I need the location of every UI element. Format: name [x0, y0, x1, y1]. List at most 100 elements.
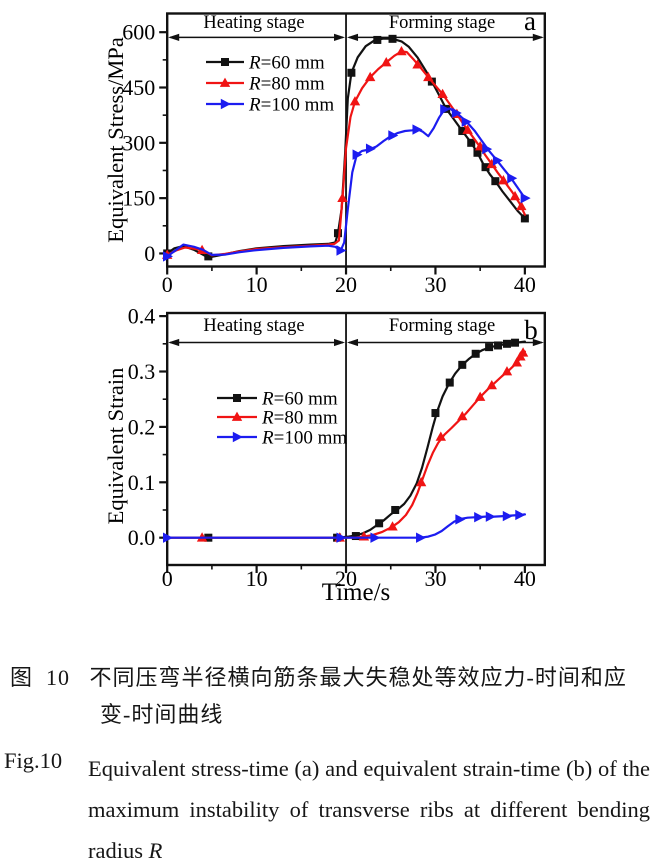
- marker-square-icon: [351, 532, 360, 541]
- marker-square-icon: [458, 360, 467, 369]
- y-tick-label: 300: [122, 130, 155, 155]
- marker-triangle-right-icon: [365, 143, 376, 154]
- legend-label: R=100 mm: [261, 428, 347, 449]
- y-tick-label: 150: [122, 186, 155, 211]
- x-tick-label: 0: [162, 566, 173, 591]
- marker-triangle-up-icon: [231, 411, 243, 421]
- marker-square-icon: [347, 68, 356, 77]
- legend-label: R=60 mm: [261, 389, 338, 410]
- x-tick-label: 30: [424, 272, 446, 297]
- y-tick-label: 0.2: [128, 414, 156, 439]
- marker-square-icon: [373, 35, 382, 44]
- marker-triangle-up-icon: [349, 96, 361, 106]
- marker-triangle-up-icon: [517, 347, 529, 357]
- marker-triangle-right-icon: [163, 532, 173, 543]
- y-axis-title: Equivalent Stress/MPa: [103, 37, 128, 243]
- marker-square-icon: [471, 349, 480, 358]
- marker-triangle-up-icon: [501, 366, 513, 376]
- y-tick-label: 0.3: [128, 359, 156, 384]
- marker-triangle-right-icon: [485, 511, 496, 522]
- marker-square-icon: [491, 177, 500, 186]
- marker-square-icon: [520, 214, 529, 223]
- marker-square-icon: [473, 148, 482, 157]
- marker-square-icon: [511, 338, 520, 347]
- x-tick-label: 20: [335, 272, 357, 297]
- x-tick-label: 40: [514, 566, 536, 591]
- marker-square-icon: [485, 343, 494, 352]
- marker-triangle-right-icon: [520, 192, 531, 204]
- marker-square-icon: [391, 505, 400, 514]
- marker-triangle-right-icon: [474, 511, 485, 523]
- marker-square-icon: [375, 519, 384, 528]
- marker-triangle-right-icon: [336, 245, 347, 256]
- caption-english-line2: maximum instability of transverse ribs a…: [88, 797, 650, 822]
- marker-triangle-up-icon: [474, 391, 486, 401]
- marker-square-icon: [221, 58, 229, 66]
- marker-triangle-up-icon: [437, 88, 448, 99]
- marker-triangle-right-icon: [388, 130, 399, 141]
- y-tick-label: 0.0: [128, 525, 156, 550]
- marker-triangle-right-icon: [370, 532, 381, 543]
- marker-square-icon: [233, 394, 241, 402]
- marker-triangle-right-icon: [455, 514, 466, 525]
- marker-triangle-right-icon: [482, 143, 493, 155]
- marker-triangle-right-icon: [352, 149, 363, 160]
- heating-stage-label: Heating stage: [203, 316, 304, 336]
- arrowhead-icon: [347, 33, 359, 41]
- marker-triangle-right-icon: [440, 104, 451, 115]
- marker-triangle-right-icon: [492, 155, 503, 166]
- arrowhead-icon: [334, 338, 346, 347]
- chart-panel-a: 0 150 300 450 600 0 10 20 30 40 Heating stage Formi…: [103, 6, 547, 297]
- marker-square-icon: [481, 163, 490, 172]
- marker-triangle-up-icon: [509, 190, 521, 201]
- y-tick-label: 600: [122, 20, 155, 45]
- series-line-100: [166, 513, 527, 539]
- marker-triangle-up-icon: [498, 175, 509, 185]
- marker-triangle-up-icon: [516, 200, 527, 211]
- marker-triangle-up-icon: [486, 158, 497, 169]
- arrowhead-icon: [168, 33, 180, 41]
- x-tick-label: 20: [335, 566, 357, 591]
- plot-box: [165, 311, 547, 567]
- marker-triangle-right-icon: [232, 431, 243, 443]
- marker-triangle-right-icon: [163, 251, 173, 262]
- marker-triangle-up-icon: [486, 379, 497, 390]
- marker-triangle-right-icon: [412, 124, 423, 135]
- marker-square-icon: [431, 409, 440, 418]
- marker-triangle-up-icon: [435, 431, 447, 441]
- marker-triangle-right-icon: [507, 173, 518, 184]
- marker-square-icon: [445, 378, 454, 387]
- panel-letter: b: [524, 315, 538, 345]
- marker-triangle-right-icon: [220, 98, 231, 110]
- chart-panel-b: 0.0 0.1 0.2 0.3 0.4 0 10 20 30 40 Heating stage For…: [103, 304, 547, 606]
- y-tick-label: 0.4: [128, 304, 156, 329]
- marker-square-icon: [467, 138, 476, 147]
- marker-square-icon: [333, 229, 342, 238]
- marker-triangle-up-icon: [381, 57, 392, 67]
- caption-english-block: Equivalent stress-time (a) and equivalen…: [88, 748, 650, 861]
- marker-triangle-right-icon: [515, 509, 526, 521]
- x-tick-label: 30: [424, 566, 446, 591]
- x-tick-label: 0: [162, 272, 173, 297]
- series-line-60: [166, 340, 527, 539]
- caption-chinese-line1: 图 10 不同压弯半径横向筋条最大失稳处等效应力-时间和应: [10, 665, 627, 690]
- x-tick-label: 10: [246, 566, 268, 591]
- marker-square-icon: [494, 341, 503, 350]
- x-axis-title: Time/s: [322, 579, 391, 606]
- x-tick-label: 10: [246, 272, 268, 297]
- arrowhead-icon: [532, 33, 544, 41]
- marker-triangle-up-icon: [396, 45, 407, 56]
- arrowhead-icon: [168, 338, 180, 347]
- marker-triangle-up-icon: [412, 59, 423, 69]
- series-line-100: [166, 107, 527, 258]
- y-tick-label: 450: [122, 75, 155, 100]
- arrowhead-icon: [334, 33, 346, 41]
- marker-triangle-right-icon: [461, 116, 472, 128]
- panel-letter: a: [524, 6, 536, 36]
- marker-triangle-right-icon: [416, 532, 427, 543]
- arrowhead-icon: [347, 338, 359, 347]
- marker-square-icon: [502, 339, 511, 348]
- marker-square-icon: [458, 127, 467, 136]
